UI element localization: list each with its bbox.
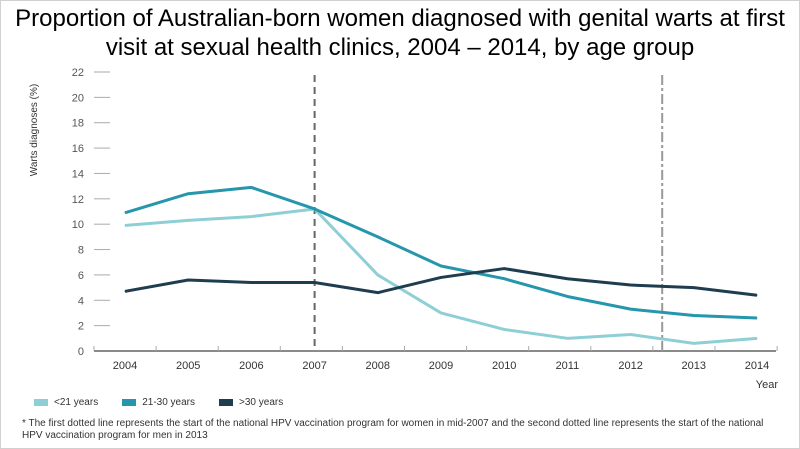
x-tick-label: 2010 xyxy=(492,360,516,372)
data-point xyxy=(250,186,252,188)
data-point xyxy=(756,337,758,339)
y-tick-label: 14 xyxy=(72,168,84,180)
legend-label: >30 years xyxy=(239,397,284,408)
legend-item: >30 years xyxy=(219,397,283,408)
x-tick-label: 2014 xyxy=(745,360,769,372)
data-point xyxy=(377,274,379,276)
x-tick-label: 2008 xyxy=(366,360,390,372)
legend-label: <21 years xyxy=(54,397,99,408)
data-point xyxy=(503,328,505,330)
data-point xyxy=(377,292,379,294)
x-tick-label: 2007 xyxy=(302,360,326,372)
data-point xyxy=(187,279,189,281)
data-point xyxy=(566,337,568,339)
legend-swatch xyxy=(34,399,48,406)
y-tick-label: 8 xyxy=(78,245,84,257)
data-point xyxy=(377,236,379,238)
y-tick-label: 10 xyxy=(72,219,84,231)
x-tick-label: 2006 xyxy=(239,360,263,372)
y-tick-label: 2 xyxy=(78,321,84,333)
data-point xyxy=(187,193,189,195)
data-point xyxy=(124,212,126,214)
y-tick-label: 12 xyxy=(72,194,84,206)
data-point xyxy=(503,278,505,280)
data-point xyxy=(630,334,632,336)
legend-label: 21-30 years xyxy=(142,397,196,408)
data-point xyxy=(756,294,758,296)
y-axis-label: Warts diagnoses (%) xyxy=(29,84,40,176)
data-point xyxy=(250,216,252,218)
y-tick-label: 20 xyxy=(72,92,84,104)
legend: <21 years 21-30 years >30 years xyxy=(34,397,283,408)
x-tick-label: 2011 xyxy=(556,360,580,372)
x-tick-label: 2004 xyxy=(113,360,137,372)
data-point xyxy=(503,268,505,270)
x-axis-label: Year xyxy=(756,379,779,391)
data-point xyxy=(566,295,568,297)
data-point xyxy=(187,219,189,221)
legend-swatch xyxy=(219,399,234,406)
y-tick-label: 22 xyxy=(72,67,84,79)
data-point xyxy=(693,342,695,344)
data-point xyxy=(440,265,442,267)
y-tick-label: 6 xyxy=(78,270,84,282)
data-point xyxy=(630,284,632,286)
data-point xyxy=(440,312,442,314)
data-point xyxy=(250,282,252,284)
data-point xyxy=(124,290,126,292)
legend-item: 21-30 years xyxy=(122,397,195,408)
data-point xyxy=(440,276,442,278)
x-tick-label: 2013 xyxy=(682,360,706,372)
y-tick-label: 18 xyxy=(72,118,84,130)
x-tick-label: 2005 xyxy=(176,360,200,372)
legend-swatch xyxy=(122,399,137,406)
data-point xyxy=(314,282,316,284)
data-point xyxy=(314,208,316,210)
data-point xyxy=(693,314,695,316)
x-tick-label: 2009 xyxy=(429,360,453,372)
y-tick-label: 4 xyxy=(78,295,84,307)
chart-title: Proportion of Australian-born women diag… xyxy=(15,5,785,61)
data-point xyxy=(124,224,126,226)
y-tick-label: 0 xyxy=(78,346,84,358)
y-tick-label: 16 xyxy=(72,143,84,155)
footnote: * The first dotted line represents the s… xyxy=(22,418,764,441)
data-point xyxy=(630,308,632,310)
data-point xyxy=(693,287,695,289)
data-point xyxy=(566,278,568,280)
legend-item: <21 years xyxy=(34,397,98,408)
data-point xyxy=(756,317,758,319)
x-tick-label: 2012 xyxy=(618,360,642,372)
